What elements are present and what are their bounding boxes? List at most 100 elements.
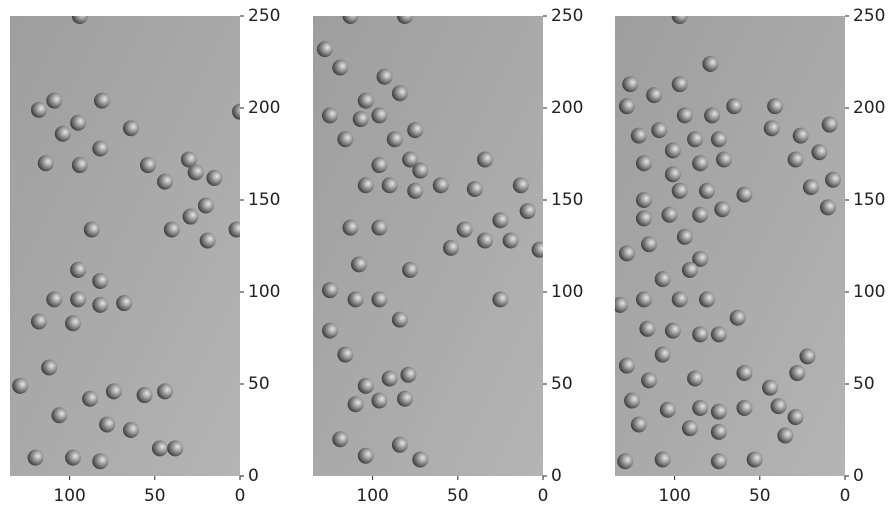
sphere — [502, 232, 519, 249]
x-tick-label: 0 — [840, 486, 851, 506]
sphere — [332, 59, 349, 76]
sphere — [371, 219, 388, 236]
sphere — [641, 372, 658, 389]
sphere — [622, 76, 639, 93]
sphere — [729, 309, 746, 326]
sphere — [54, 125, 71, 142]
sphere — [228, 221, 240, 238]
sphere — [615, 296, 629, 313]
sphere — [477, 151, 494, 168]
sphere — [92, 453, 109, 470]
sphere — [180, 151, 197, 168]
sphere — [381, 370, 398, 387]
x-tick-label: 100 — [356, 486, 388, 506]
sphere — [92, 272, 109, 289]
y-tick-label: 150 — [853, 190, 885, 210]
sphere — [71, 16, 88, 24]
sphere — [714, 201, 731, 218]
sphere — [456, 221, 473, 238]
sphere — [519, 203, 536, 220]
sphere — [151, 440, 168, 457]
panel: 0 50 100 150 200 250 100 50 0 — [10, 6, 280, 506]
sphere — [400, 366, 417, 383]
sphere — [630, 416, 647, 433]
sphere — [617, 453, 634, 470]
sphere — [402, 261, 419, 278]
y-tick-label: 150 — [551, 190, 583, 210]
sphere — [136, 387, 153, 404]
y-tick-label: 200 — [248, 98, 280, 118]
sphere — [41, 359, 58, 376]
y-tick-label: 100 — [248, 282, 280, 302]
sphere — [661, 206, 678, 223]
sphere — [651, 122, 668, 139]
sphere — [342, 219, 359, 236]
sphere — [199, 232, 216, 249]
y-tick-label: 50 — [248, 374, 270, 394]
sphere — [30, 313, 47, 330]
sphere — [736, 186, 753, 203]
sphere — [726, 98, 743, 115]
sphere — [630, 127, 647, 144]
sphere — [624, 392, 641, 409]
sphere — [531, 241, 543, 258]
sphere — [787, 409, 804, 426]
sphere — [83, 221, 100, 238]
sphere — [692, 155, 709, 172]
y-tick-label: 100 — [853, 282, 885, 302]
points — [615, 16, 842, 470]
sphere — [381, 177, 398, 194]
sphere — [122, 422, 139, 438]
sphere — [351, 256, 367, 273]
sphere — [105, 383, 122, 400]
sphere — [352, 111, 369, 128]
sphere — [82, 390, 99, 407]
sphere — [635, 155, 652, 172]
sphere — [432, 177, 449, 194]
sphere — [699, 291, 715, 308]
panel: 0 50 100 150 200 250 100 50 0 — [313, 6, 583, 506]
sphere — [46, 92, 63, 109]
sphere — [70, 261, 87, 278]
sphere — [676, 107, 693, 124]
sphere — [477, 232, 494, 249]
sphere — [332, 431, 349, 448]
sphere — [357, 377, 374, 394]
sphere — [710, 453, 727, 470]
sphere — [357, 177, 374, 194]
sphere — [654, 346, 671, 363]
sphere — [322, 107, 339, 124]
sphere — [635, 192, 652, 208]
sphere — [182, 208, 199, 225]
sphere — [51, 407, 68, 424]
sphere — [407, 122, 424, 139]
sphere — [92, 140, 109, 157]
sphere — [618, 357, 635, 374]
sphere — [407, 182, 424, 199]
sphere — [27, 449, 44, 466]
sphere — [746, 451, 763, 468]
x-tick-label: 50 — [749, 486, 771, 506]
sphere — [736, 364, 753, 381]
sphere — [710, 326, 727, 343]
sphere — [492, 291, 509, 308]
sphere — [232, 103, 240, 120]
sphere — [122, 120, 139, 137]
sphere — [710, 403, 727, 420]
sphere — [94, 92, 110, 109]
sphere — [163, 221, 180, 238]
sphere — [692, 206, 709, 223]
sphere — [376, 68, 393, 85]
sphere — [30, 101, 47, 118]
sphere — [736, 399, 753, 416]
y-tick-label: 150 — [248, 190, 280, 210]
points — [316, 16, 543, 468]
sphere — [710, 423, 727, 440]
x-tick-label: 100 — [658, 486, 690, 506]
sphere — [71, 157, 88, 174]
sphere — [762, 379, 779, 396]
sphere — [654, 271, 671, 288]
sphere — [70, 291, 87, 308]
sphere — [671, 16, 688, 24]
